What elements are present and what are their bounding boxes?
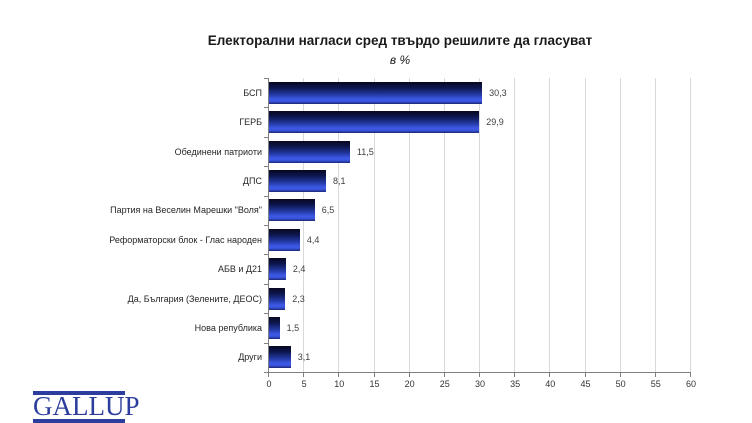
x-axis-tick-label: 15: [369, 379, 380, 389]
x-axis-tick-label: 10: [334, 379, 345, 389]
category-label: ГЕРБ: [239, 117, 262, 128]
gridline: [443, 78, 445, 372]
y-axis-tick: [264, 284, 268, 285]
y-axis-tick: [264, 225, 268, 226]
value-label: 2,3: [292, 293, 305, 304]
bar: [269, 258, 286, 281]
x-axis-tick-label: 0: [266, 379, 272, 389]
x-axis-tick: [690, 373, 691, 377]
y-axis-tick: [264, 78, 268, 79]
chart-subtitle: в %: [389, 53, 411, 67]
category-label: Обединени патриоти: [174, 146, 262, 157]
gridline: [514, 78, 516, 372]
bar: [269, 199, 315, 222]
gridline: [549, 78, 551, 372]
bar: [269, 346, 291, 369]
y-axis-tick: [264, 254, 268, 255]
gridline: [303, 78, 305, 372]
x-axis-tick: [408, 373, 410, 377]
gridline: [654, 78, 656, 372]
x-axis-tick: [268, 373, 269, 377]
value-label: 3,1: [297, 352, 311, 363]
x-axis-tick-label: 35: [510, 379, 521, 389]
value-label: 29,9: [486, 117, 504, 128]
x-axis-tick: [584, 373, 586, 377]
gridline: [338, 78, 340, 372]
logo-text: GALLUP: [33, 391, 140, 421]
x-axis-tick-label: 30: [474, 379, 486, 389]
category-label: Други: [238, 352, 262, 363]
value-label: 8,1: [333, 175, 346, 186]
x-axis-tick: [654, 373, 656, 377]
bar: [269, 287, 286, 310]
category-label: БСП: [243, 87, 262, 98]
x-axis-tick: [303, 373, 305, 377]
logo-top-bar: [33, 391, 125, 395]
x-axis-tick-label: 55: [650, 379, 661, 389]
x-axis-tick: [619, 373, 621, 377]
x-axis-tick: [443, 373, 445, 377]
chart-title: Електорални нагласи сред твърдо решилите…: [207, 33, 593, 48]
x-axis-tick: [479, 373, 480, 377]
value-label: 30,3: [489, 87, 507, 98]
logo-bottom-bar: [33, 419, 125, 423]
gridline: [408, 78, 410, 372]
x-axis-tick-label: 60: [685, 379, 697, 389]
category-label: АБВ и Д21: [217, 264, 262, 275]
x-axis-tick-label: 40: [545, 379, 556, 389]
gridline: [690, 78, 691, 372]
bar: [269, 169, 326, 192]
bar: [269, 316, 280, 339]
category-label: Нова република: [194, 322, 262, 333]
x-axis-tick-label: 45: [580, 379, 591, 389]
y-axis-tick: [264, 372, 268, 373]
bar: [269, 111, 480, 134]
y-axis-tick: [264, 343, 268, 344]
category-label: Реформаторски блок - Глас народен: [109, 234, 262, 245]
y-axis-tick: [264, 166, 268, 167]
x-axis-tick: [549, 373, 551, 377]
bar: [269, 81, 483, 104]
value-label: 4,4: [306, 234, 320, 245]
y-axis-tick: [264, 137, 268, 138]
category-label: ДПС: [242, 175, 262, 186]
value-label: 2,4: [292, 264, 306, 275]
x-axis-tick-label: 20: [404, 379, 415, 389]
category-label: Да, България (Зелените, ДЕОС): [127, 293, 262, 304]
gridline: [479, 78, 480, 372]
plot-area: 0 5 10 15 20 25 30 35 40 45 50 55 60 30,3 БСП 29,9 ГЕРБ 1…: [109, 78, 696, 389]
bar: [269, 140, 350, 163]
gridline: [584, 78, 586, 372]
x-axis-tick: [373, 373, 375, 377]
x-axis-tick-label: 5: [301, 379, 307, 389]
x-axis-tick-label: 25: [439, 379, 450, 389]
value-label: 1,5: [286, 322, 300, 333]
gridline: [373, 78, 375, 372]
x-axis-tick-label: 50: [615, 379, 626, 389]
y-axis-tick: [264, 313, 268, 314]
category-label: Партия на Веселин Марешки "Воля": [110, 205, 262, 216]
x-axis-tick: [514, 373, 516, 377]
bar: [269, 228, 300, 251]
x-axis-tick: [338, 373, 340, 377]
value-label: 6,5: [321, 205, 335, 216]
y-axis-tick: [264, 107, 268, 108]
gridline: [619, 78, 621, 372]
y-axis-tick: [264, 196, 268, 197]
value-label: 11,5: [356, 146, 374, 157]
